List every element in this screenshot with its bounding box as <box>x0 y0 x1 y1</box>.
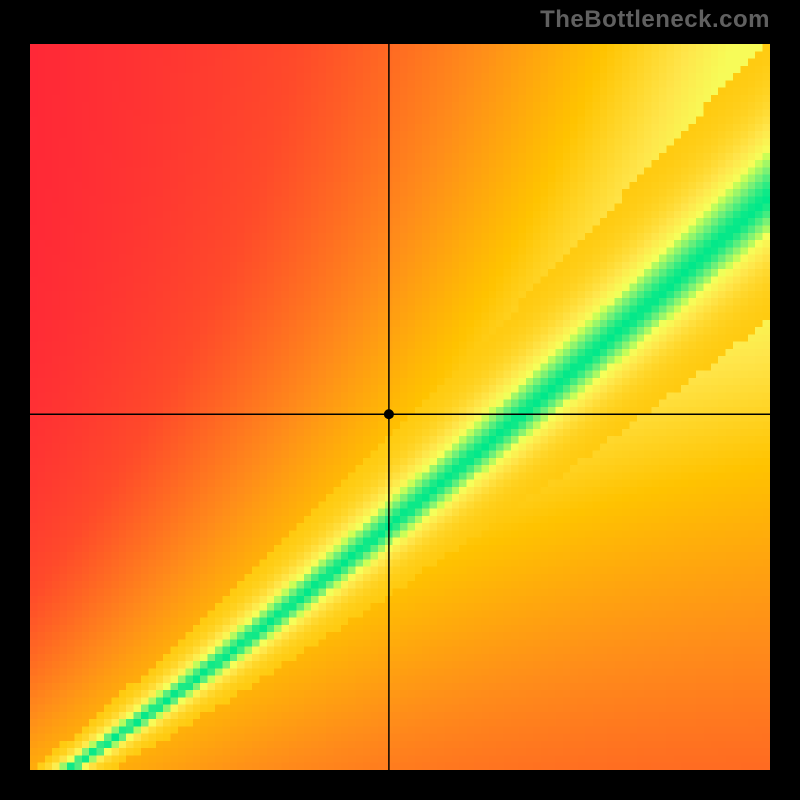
watermark: TheBottleneck.com <box>540 6 770 34</box>
plot-area <box>30 44 770 770</box>
crosshair-overlay <box>30 44 770 770</box>
chart-container: { "watermark_text": "TheBottleneck.com",… <box>0 0 800 800</box>
